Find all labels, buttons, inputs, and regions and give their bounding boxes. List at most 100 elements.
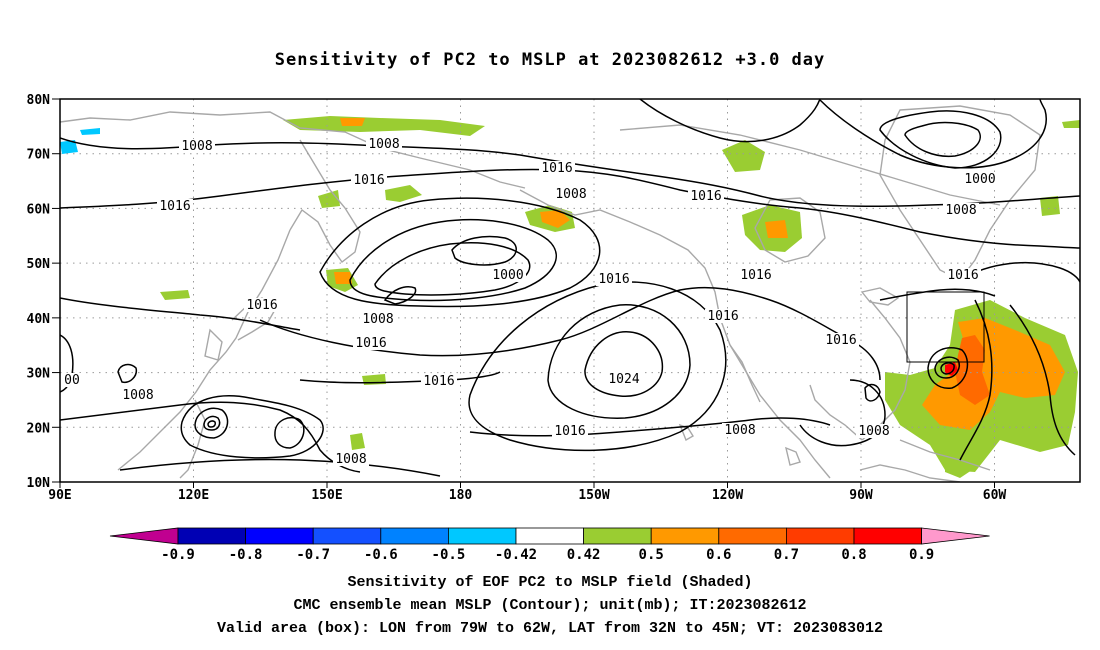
colorbar-label: -0.8 — [229, 547, 263, 563]
lon-tick-label: 90E — [48, 488, 71, 503]
contour-line — [299, 371, 501, 384]
contour-label: 1008 — [122, 388, 153, 403]
contour-label-bg — [962, 172, 998, 186]
colorbar-label: -0.9 — [161, 547, 195, 563]
colorbar-swatch — [177, 527, 246, 545]
coastline-na-east — [861, 299, 911, 441]
contour-line — [274, 416, 305, 449]
colorbar-swatch — [380, 527, 449, 545]
shade-region-okhotsk-2 — [385, 185, 422, 202]
contour-label-bg — [120, 388, 156, 402]
contour-label: 1008 — [945, 203, 976, 218]
coastline-gulf — [809, 384, 863, 441]
colorbar-swatch — [312, 527, 382, 545]
contour-label: 1008 — [335, 452, 366, 467]
contour-label: 1008 — [555, 187, 586, 202]
colorbar-label: 0.9 — [909, 547, 934, 563]
colorbar-label: 0.6 — [706, 547, 731, 563]
coastline-great-lakes — [860, 287, 900, 306]
lat-tick-label: 30N — [27, 367, 51, 382]
shade-region-bering-orange — [540, 210, 570, 228]
lat-tick-label: 40N — [27, 312, 51, 327]
colorbar-label: 0.8 — [841, 547, 866, 563]
contour-line — [959, 299, 993, 461]
coastlines — [60, 105, 1041, 482]
lon-tick-label: 90W — [849, 488, 873, 503]
contour-label: 1016 — [554, 424, 585, 439]
caption-line-3: Valid area (box): LON from 79W to 62W, L… — [216, 620, 884, 637]
colorbar-max-triangle — [921, 527, 990, 545]
contour-label-bg — [688, 189, 724, 203]
contour-label-bg — [738, 268, 774, 282]
contour-label-bg — [606, 372, 642, 386]
contour-line — [194, 407, 229, 439]
contour-label: 1008 — [368, 137, 399, 152]
contour-label-bg — [360, 312, 396, 326]
colorbar-label: 0.7 — [774, 547, 799, 563]
contour-label-bg — [705, 309, 741, 323]
colorbar-label: -0.5 — [432, 547, 466, 563]
contour-label: 1016 — [598, 272, 629, 287]
contour-label-bg — [421, 374, 457, 388]
colorbar-label: -0.7 — [296, 547, 330, 563]
contour-label: 1008 — [362, 312, 393, 327]
contour-label-layer: 1008 1008 1016 1016 1016 1008 1008 1000 1000 1016… — [62, 137, 998, 467]
contour-line — [60, 297, 301, 331]
contour-line — [864, 383, 881, 402]
shade-region-arctic-1 — [283, 116, 485, 136]
colorbar-swatch — [515, 527, 584, 545]
contour-line — [547, 304, 691, 419]
contour-line — [959, 261, 1080, 283]
shade-region-negative-1 — [60, 140, 78, 154]
coastline-alaska — [519, 189, 731, 346]
contour-label-bg — [823, 333, 859, 347]
contour-label-bg — [366, 137, 402, 151]
contour-label-bg — [552, 424, 588, 438]
caption-line-2: CMC ensemble mean MSLP (Contour); unit(m… — [293, 597, 807, 614]
contour-label: 1016 — [423, 374, 454, 389]
contour-label-bg — [539, 161, 575, 175]
lon-tick-label: 120E — [178, 488, 209, 503]
shade-region-atlantic-orange — [922, 318, 1065, 430]
contour-line — [349, 219, 558, 302]
contour-label: 1008 — [858, 424, 889, 439]
contour-line — [383, 286, 417, 305]
coastline-mexico-island — [785, 446, 801, 466]
coastline-na-west — [729, 344, 831, 479]
contour-line — [940, 362, 955, 375]
contour-label-bg — [856, 424, 892, 438]
contour-line — [60, 401, 361, 473]
contour-line — [60, 168, 1080, 249]
shade-region-arctic-1-orange — [340, 118, 365, 126]
map-frame — [59, 98, 1081, 483]
lon-tick-label: 120W — [712, 488, 743, 503]
coastline-korea — [204, 328, 223, 361]
contour-label-bg — [244, 298, 280, 312]
colorbar-swatch — [583, 527, 652, 545]
colorbar-label: -0.6 — [364, 547, 398, 563]
colorbar-swatch — [718, 527, 787, 545]
lon-tick-label: 60W — [983, 488, 1007, 503]
contour-label-bg — [333, 452, 369, 466]
contour-label: 1016 — [246, 298, 277, 313]
contour-line — [203, 415, 221, 431]
colorbar-label: 0.42 — [567, 547, 601, 563]
contour-label-bg — [62, 373, 82, 387]
coastline-asia-east — [117, 229, 291, 471]
colorbar-swatch — [853, 527, 922, 545]
contour-label-bg — [722, 423, 758, 437]
caption-line-1: Sensitivity of EOF PC2 to MSLP field (Sh… — [347, 574, 753, 591]
contour-label: 1016 — [355, 336, 386, 351]
shade-region-japan — [160, 290, 190, 300]
colorbar: -0.9 -0.8 -0.7 -0.6 -0.5 -0.42 0.42 0.5 0.6 0.7 0.… — [109, 527, 990, 563]
contour-line — [584, 331, 664, 397]
coastline-greenland — [879, 105, 1041, 281]
contour-label: 1016 — [825, 333, 856, 348]
contour-label: 1016 — [707, 309, 738, 324]
coastline-kamchatka — [289, 139, 361, 263]
contour-label: 1016 — [353, 173, 384, 188]
coastline-baja — [729, 344, 761, 403]
sensitivity-shading — [60, 116, 1080, 478]
